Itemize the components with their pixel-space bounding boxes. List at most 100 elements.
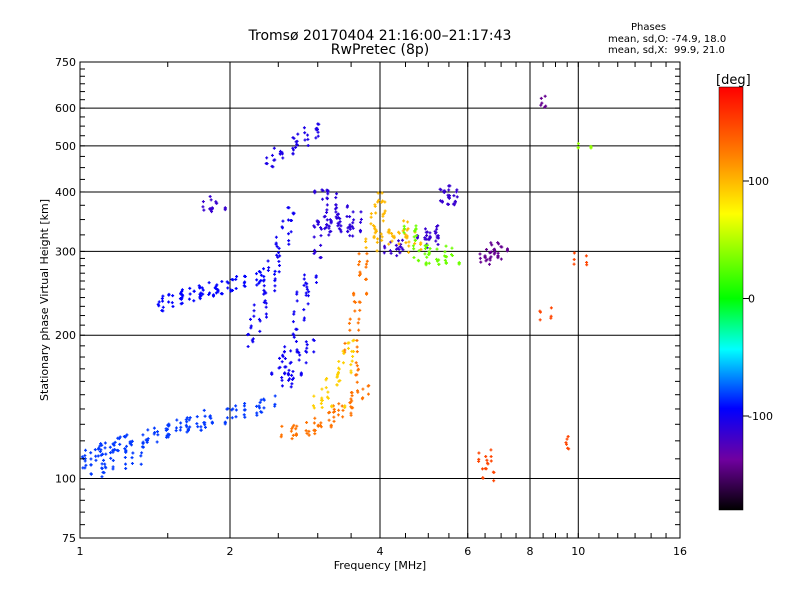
data-point [251,337,255,341]
data-point [374,230,378,234]
data-point [302,318,306,322]
data-point [443,258,447,262]
data-point [312,350,316,354]
data-point [348,227,352,231]
data-point [277,259,281,263]
legend-line-o: mean, sd,O: -74.9, 18.0 [608,34,727,45]
data-point [320,197,324,201]
data-point [364,277,368,281]
y-axis-label: Stationary phase Virtual Height [km] [38,199,51,401]
data-point [287,206,291,210]
data-point [262,267,266,271]
data-point [207,281,211,285]
data-point [235,275,239,279]
data-point [210,206,214,210]
data-point [262,279,266,283]
data-point [412,235,416,239]
data-point [445,255,449,259]
data-point [381,214,385,218]
data-point [185,416,189,420]
points-layer [80,94,593,483]
y-tick-label: 750 [55,56,76,69]
data-point [359,217,363,221]
data-point [306,133,310,137]
data-point [333,207,337,211]
data-point [203,421,207,425]
data-point [316,134,320,138]
y-tick-label: 300 [55,245,76,258]
data-point [447,184,451,188]
data-point [290,427,294,431]
data-point [304,429,308,433]
data-point [485,458,489,462]
data-point [152,432,156,436]
data-point [279,435,283,439]
data-point [361,387,365,391]
data-point [231,288,235,292]
data-point [282,350,286,354]
data-point [419,241,423,245]
data-point [316,219,320,223]
data-point [377,198,381,202]
data-point [428,247,432,251]
data-point [297,358,301,362]
data-point [496,256,500,260]
data-point [103,441,107,445]
data-point [334,196,338,200]
data-point [171,304,175,308]
data-point [435,225,439,229]
data-point [288,377,292,381]
data-point [307,290,311,294]
data-point [403,232,407,236]
data-point [295,139,299,143]
data-point [277,251,281,255]
data-point [489,241,493,245]
data-point [438,187,442,191]
data-point [295,292,299,296]
data-point [167,423,171,427]
data-point [357,328,361,332]
data-point [345,205,349,209]
data-point [123,447,127,451]
data-point [394,243,398,247]
data-point [497,242,501,246]
data-point [358,260,362,264]
data-point [387,242,391,246]
data-point [350,391,354,395]
data-point [398,251,402,255]
data-point [489,250,493,254]
data-point [83,459,87,463]
data-point [327,233,331,237]
data-point [435,257,439,261]
y-tick-label: 200 [55,329,76,342]
data-point [436,243,440,246]
data-point [270,372,274,376]
data-point [330,405,334,409]
data-point [326,188,330,192]
data-point [130,461,134,465]
data-point [174,429,178,433]
data-point [188,416,192,420]
data-point [318,256,322,260]
data-point [338,220,342,224]
data-point [383,209,387,213]
data-point [402,219,406,223]
data-point [341,415,345,419]
x-axis-label: Frequency [MHz] [334,559,426,572]
data-point [278,151,282,155]
data-point [99,453,103,457]
data-point [324,378,328,382]
data-point [223,206,227,210]
data-point [364,239,368,243]
data-point [249,324,253,328]
data-point [564,442,568,446]
data-point [355,373,359,377]
data-point [103,465,107,469]
data-point [365,292,369,296]
colorbar-tick-label: -100 [748,410,773,423]
y-tick-label: 100 [55,473,76,486]
data-point [304,361,308,365]
data-point [336,413,340,417]
data-point [444,244,448,248]
data-point [346,346,350,350]
